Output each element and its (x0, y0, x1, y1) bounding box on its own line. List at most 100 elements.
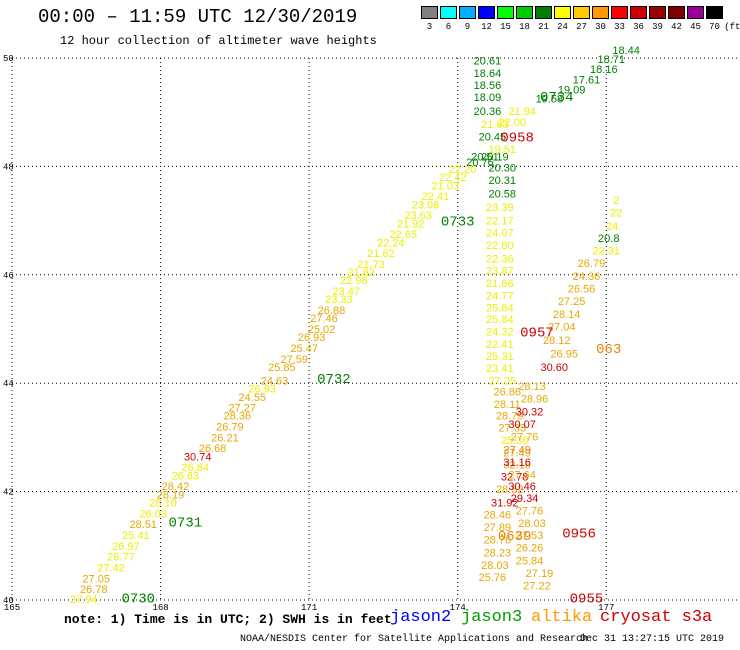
pass-time-label: 0639 (498, 529, 532, 545)
swh-reading: 26.78 (80, 584, 108, 596)
swh-reading: 28.13 (518, 381, 546, 393)
latitude-label: 50 (3, 54, 14, 64)
swh-reading: 22.31 (593, 245, 621, 257)
swh-reading: 23.47 (333, 286, 361, 298)
swh-reading: 28.51 (129, 519, 157, 531)
swh-reading: 27.25 (558, 296, 586, 308)
legend-swatch (421, 6, 438, 19)
legend-swatch (630, 6, 647, 19)
swh-reading: 22.17 (486, 216, 514, 228)
satellite-jason3: jason3 (461, 608, 523, 627)
swh-reading: 22.65 (389, 229, 417, 241)
pass-time-label: 0957 (520, 326, 554, 342)
generated-timestamp: Dec 31 13:27:15 UTC 2019 (580, 634, 725, 645)
swh-reading: 18.16 (590, 64, 618, 76)
legend-label: 3 (426, 22, 433, 32)
pass-time-label: 0958 (500, 131, 534, 147)
legend-swatch (535, 6, 552, 19)
credit-line: NOAA/NESDIS Center for Satellite Applica… (240, 634, 589, 645)
swh-reading: 21.92 (397, 218, 425, 230)
swh-reading: 27.53 (516, 530, 544, 542)
swh-reading: 27.27 (229, 403, 257, 415)
swh-reading: 27.64 (508, 469, 536, 481)
pass-time-label: 0956 (562, 526, 596, 542)
legend-unit: (ft) (724, 22, 740, 32)
swh-reading: 26.86 (493, 386, 521, 398)
swh-reading: 22.36 (486, 254, 514, 266)
legend-label: 15 (500, 22, 511, 32)
swh-reading: 26.79 (216, 422, 244, 434)
pass-time-label: 0733 (441, 215, 475, 231)
swh-reading: 27.22 (523, 580, 551, 592)
swh-reading: 26.03 (139, 508, 167, 520)
legend-swatch (516, 6, 533, 19)
swh-reading: 18.09 (474, 92, 502, 104)
legend-swatch (706, 6, 723, 19)
swh-reading: 18.64 (474, 68, 502, 80)
legend-swatch (497, 6, 514, 19)
swh-reading: 27.76 (511, 431, 539, 443)
swh-reading: 30.74 (184, 451, 212, 463)
legend-label: 39 (652, 22, 663, 32)
swh-reading: 27.89 (484, 522, 512, 534)
swh-reading: 25.47 (290, 343, 318, 355)
swh-reading: 22.24 (377, 237, 405, 249)
swh-reading: 26.21 (211, 432, 239, 444)
swh-reading: 26.88 (318, 305, 346, 317)
swh-reading: 27.25 (489, 375, 517, 387)
swh-reading: 25.31 (486, 351, 514, 363)
swh-reading: 18.44 (612, 45, 640, 57)
swh-reading: 22.00 (498, 117, 526, 129)
swh-reading: 30.32 (516, 406, 544, 418)
legend-swatch (649, 6, 666, 19)
swh-reading: 20.31 (489, 175, 517, 187)
longitude-label: 174 (450, 603, 466, 613)
swh-reading: 25.76 (479, 572, 507, 584)
swh-reading: 19.58 (536, 94, 564, 106)
swh-reading: 19.51 (489, 144, 517, 156)
satellite-jason2: jason2 (390, 608, 452, 627)
pass-time-label: 0730 (121, 591, 155, 607)
swh-reading: 26.77 (107, 552, 135, 564)
legend-label: 42 (671, 22, 682, 32)
swh-reading: 26.93 (298, 332, 326, 344)
swh-reading: 27.19 (526, 568, 554, 580)
swh-reading: 19.09 (558, 84, 586, 96)
pass-time-label: 0734 (540, 90, 574, 106)
swh-reading: 23.41 (486, 363, 514, 375)
swh-reading: 26.68 (199, 443, 227, 455)
swh-reading: 20.45 (479, 132, 507, 144)
legend-swatch (478, 6, 495, 19)
swh-reading: 32.78 (501, 471, 529, 483)
swh-reading: 28.42 (162, 481, 190, 493)
swh-reading: 27.94 (70, 594, 98, 606)
swh-reading: 24.32 (486, 327, 514, 339)
swh-reading: 27.04 (548, 321, 576, 333)
swh-reading: 28.10 (149, 497, 177, 509)
pass-time-label: 0955 (570, 591, 604, 607)
longitude-label: 168 (152, 603, 168, 613)
legend-label: 24 (557, 22, 568, 32)
swh-reading: 20.76 (466, 157, 494, 169)
page-title: 00:00 – 11:59 UTC 12/30/2019 (38, 6, 358, 28)
latitude-label: 48 (3, 162, 14, 172)
swh-reading: 30.60 (541, 362, 569, 374)
swh-reading: 27.49 (503, 448, 531, 460)
swh-reading: 20.61 (474, 56, 502, 68)
swh-reading: 21.94 (508, 106, 536, 118)
swh-reading: 25.30 (501, 435, 529, 447)
swh-reading: 18.56 (474, 80, 502, 92)
legend-swatch (459, 6, 476, 19)
swh-reading: 24. (606, 221, 621, 233)
swh-reading: 18.71 (597, 54, 625, 66)
satellite-altika: altika (531, 608, 593, 627)
swh-reading: 28.14 (553, 309, 581, 321)
legend-label: 12 (481, 22, 492, 32)
swh-reading: 31.92 (491, 497, 519, 509)
swh-reading: 22.80 (486, 240, 514, 252)
swh-reading: 21.03 (432, 180, 460, 192)
swh-reading: 21.82 (347, 267, 375, 279)
swh-reading: 31.16 (503, 457, 531, 469)
swh-reading: 30.46 (508, 481, 536, 493)
swh-reading: 21.63 (481, 119, 509, 131)
